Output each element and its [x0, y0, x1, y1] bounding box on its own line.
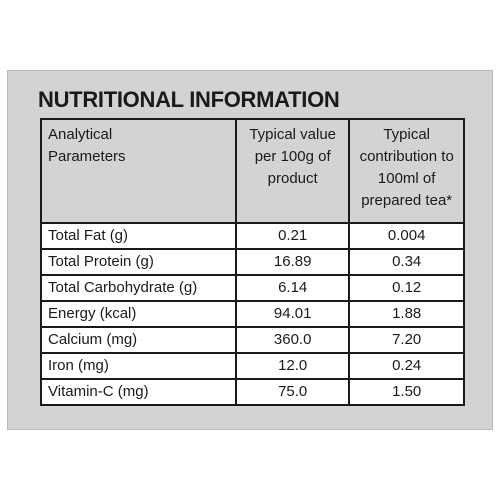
table-row: Vitamin-C (mg) 75.0 1.50: [40, 378, 465, 406]
header-label: Typical contribution to 100ml of prepare…: [359, 126, 454, 209]
panel-title: NUTRITIONAL INFORMATION: [38, 87, 340, 112]
per-100g-cell: 0.21: [234, 222, 351, 250]
per-100ml-cell: 7.20: [348, 326, 465, 354]
parameter-cell: Total Fat (g): [40, 222, 237, 250]
header-typical-value-per-100g: Typical value per 100g of product: [234, 118, 351, 224]
per-100g-cell: 360.0: [234, 326, 351, 354]
table-row: Total Carbohydrate (g) 6.14 0.12: [40, 274, 465, 302]
per-100g-cell: 94.01: [234, 300, 351, 328]
parameter-cell: Iron (mg): [40, 352, 237, 380]
per-100ml-cell: 0.004: [348, 222, 465, 250]
nutrition-table: Analytical Parameters Typical value per …: [40, 118, 465, 406]
nutrition-panel: NUTRITIONAL INFORMATION Analytical Param…: [7, 70, 493, 430]
parameter-cell: Vitamin-C (mg): [40, 378, 237, 406]
parameter-cell: Total Carbohydrate (g): [40, 274, 237, 302]
parameter-cell: Total Protein (g): [40, 248, 237, 276]
per-100ml-cell: 0.12: [348, 274, 465, 302]
per-100g-cell: 16.89: [234, 248, 351, 276]
per-100ml-cell: 0.34: [348, 248, 465, 276]
header-label: Analytical Parameters: [48, 126, 126, 165]
per-100ml-cell: 1.50: [348, 378, 465, 406]
table-row: Energy (kcal) 94.01 1.88: [40, 300, 465, 328]
per-100g-cell: 12.0: [234, 352, 351, 380]
parameter-cell: Calcium (mg): [40, 326, 237, 354]
header-label: Typical value per 100g of product: [249, 126, 337, 187]
parameter-cell: Energy (kcal): [40, 300, 237, 328]
header-contribution-per-100ml: Typical contribution to 100ml of prepare…: [348, 118, 465, 224]
per-100g-cell: 75.0: [234, 378, 351, 406]
per-100ml-cell: 1.88: [348, 300, 465, 328]
per-100g-cell: 6.14: [234, 274, 351, 302]
table-row: Total Fat (g) 0.21 0.004: [40, 222, 465, 250]
table-row: Iron (mg) 12.0 0.24: [40, 352, 465, 380]
table-header: Analytical Parameters Typical value per …: [40, 118, 465, 224]
header-row: Analytical Parameters Typical value per …: [40, 118, 465, 224]
table-body: Total Fat (g) 0.21 0.004 Total Protein (…: [40, 222, 465, 406]
table-row: Total Protein (g) 16.89 0.34: [40, 248, 465, 276]
per-100ml-cell: 0.24: [348, 352, 465, 380]
table-row: Calcium (mg) 360.0 7.20: [40, 326, 465, 354]
header-analytical-parameters: Analytical Parameters: [40, 118, 237, 224]
